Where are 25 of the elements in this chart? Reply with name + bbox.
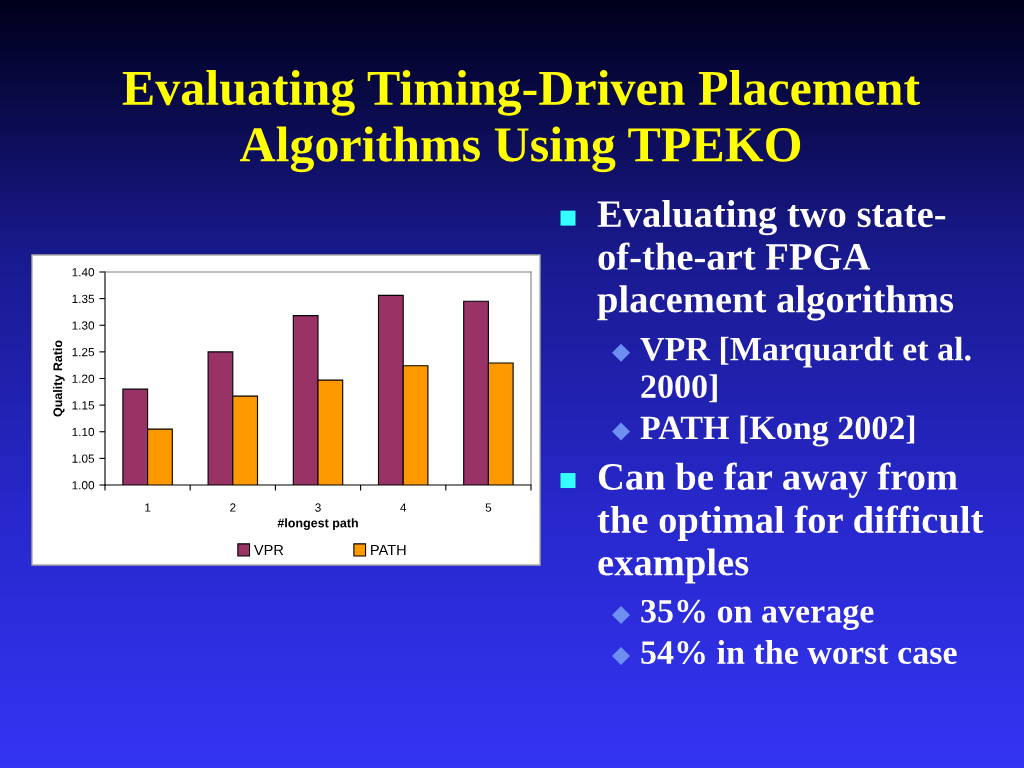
y-axis-title: Quality Ratio <box>53 340 65 417</box>
text: Evaluating two state- of-the-art FPGA placement algorithms <box>597 200 954 321</box>
legend-label: PATH <box>371 544 406 555</box>
x-axis-title: #longest path <box>277 518 358 530</box>
text: PATH [Kong 2002] <box>640 415 915 447</box>
x-tick-label: 1 <box>145 503 151 512</box>
text: Can be far away from the optimal for difficult examples <box>597 462 984 584</box>
y-tick-label: 1.25 <box>72 347 95 357</box>
x-tick-label: 4 <box>400 503 407 512</box>
y-tick-label: 1.15 <box>72 401 95 410</box>
y-tick-label: 1.05 <box>72 454 95 463</box>
y-tick-label: 1.40 <box>72 268 95 277</box>
y-tick-label: 1.10 <box>72 427 95 437</box>
y-tick-label: 1.00 <box>72 481 95 490</box>
y-tick-label: 1.20 <box>72 374 95 383</box>
x-tick-label: 5 <box>485 503 492 512</box>
text: 54% in the worst case <box>641 640 957 665</box>
chart-title: Evaluating Timing-Driven Placement Algorithms Using TPEKO <box>122 70 920 173</box>
y-tick-label: 1.35 <box>72 294 95 304</box>
y-tick-label: 1.30 <box>72 321 95 330</box>
text: VPR [Marquardt et al. 2000] <box>640 336 971 403</box>
legend-label: VPR <box>253 544 284 555</box>
x-tick-label: 3 <box>315 503 321 512</box>
x-tick-label: 2 <box>230 503 236 512</box>
text: 35% on average <box>641 599 874 630</box>
